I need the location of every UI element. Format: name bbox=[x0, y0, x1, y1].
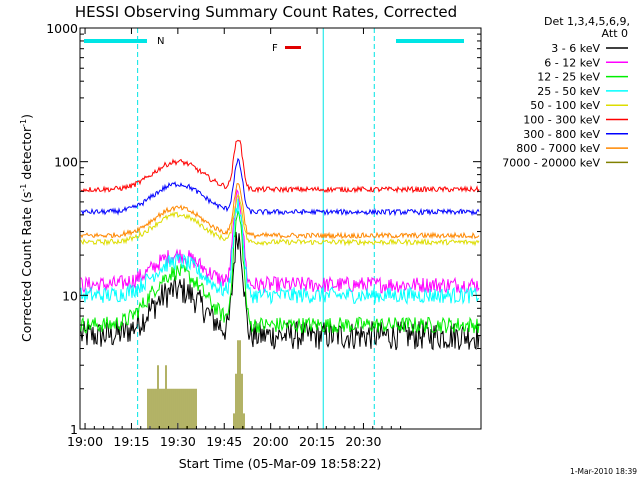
y-axis-label-sup2: -1 bbox=[19, 119, 28, 127]
x-axis-label: Start Time (05-Mar-09 18:58:22) bbox=[179, 456, 382, 471]
y-axis-label-mid: detector bbox=[19, 126, 34, 184]
series-line-7 bbox=[80, 157, 480, 217]
night-label: N bbox=[157, 36, 164, 47]
y-axis-label-main: Corrected Count Rate (s bbox=[19, 192, 34, 342]
flare-bar bbox=[285, 46, 301, 49]
chart-title: HESSI Observing Summary Count Rates, Cor… bbox=[75, 3, 457, 21]
legend-entry-label: 300 - 800 keV bbox=[523, 128, 600, 141]
y-axis-label: Corrected Count Rate (s-1 detector-1) bbox=[19, 114, 34, 342]
series-line-3 bbox=[80, 210, 480, 334]
x-tick-label: 20:00 bbox=[253, 434, 289, 449]
series-line-9 bbox=[147, 340, 245, 429]
y-axis-label-end: ) bbox=[19, 114, 34, 119]
legend-header-2: Att 0 bbox=[602, 27, 628, 40]
plot-timestamp: 1-Mar-2010 18:39 bbox=[570, 467, 637, 476]
night-annotations: N bbox=[84, 36, 464, 47]
x-tick-label: 19:15 bbox=[113, 434, 149, 449]
x-tick-label: 20:30 bbox=[345, 434, 381, 449]
y-axis-label-sup1: -1 bbox=[19, 184, 28, 192]
plot-frame bbox=[79, 27, 482, 430]
x-tick-label: 20:15 bbox=[299, 434, 335, 449]
y-axis: 1 10 100 1000 bbox=[46, 21, 481, 437]
flare-label: F bbox=[272, 43, 278, 54]
legend-entry-label: 800 - 7000 keV bbox=[516, 142, 600, 155]
x-tick-label: 19:45 bbox=[206, 434, 242, 449]
legend-entry-label: 25 - 50 keV bbox=[537, 85, 600, 98]
series-line-8 bbox=[80, 183, 480, 240]
y-tick-label: 1000 bbox=[46, 21, 78, 36]
legend-entry-label: 100 - 300 keV bbox=[523, 114, 600, 127]
x-tick-label: 19:30 bbox=[160, 434, 196, 449]
legend-entry-label: 7000 - 20000 keV bbox=[502, 156, 600, 169]
series-line-1 bbox=[80, 231, 480, 351]
y-tick-label: 1 bbox=[70, 422, 78, 437]
x-tick-label: 19:00 bbox=[67, 434, 103, 449]
legend-entry-label: 50 - 100 keV bbox=[530, 99, 600, 112]
series-line-4 bbox=[80, 198, 480, 306]
series-line-6 bbox=[80, 139, 480, 194]
series-line-2 bbox=[80, 188, 480, 294]
night-bar-2 bbox=[396, 39, 464, 43]
plot-data bbox=[80, 28, 480, 429]
flare-annotation: F bbox=[272, 43, 301, 54]
y-tick-label: 10 bbox=[62, 288, 78, 303]
y-tick-label: 100 bbox=[54, 155, 78, 170]
series-line-5 bbox=[80, 193, 480, 247]
x-axis: 19:00 19:15 19:30 19:45 20:00 20:15 20:30 bbox=[67, 28, 402, 449]
legend-header-1: Det 1,3,4,5,6,9, bbox=[544, 15, 630, 28]
legend-entry-label: 6 - 12 keV bbox=[544, 56, 600, 69]
night-bar-1 bbox=[84, 39, 147, 43]
legend-entry-label: 12 - 25 keV bbox=[537, 71, 600, 84]
legend-entry-label: 3 - 6 keV bbox=[551, 42, 600, 55]
